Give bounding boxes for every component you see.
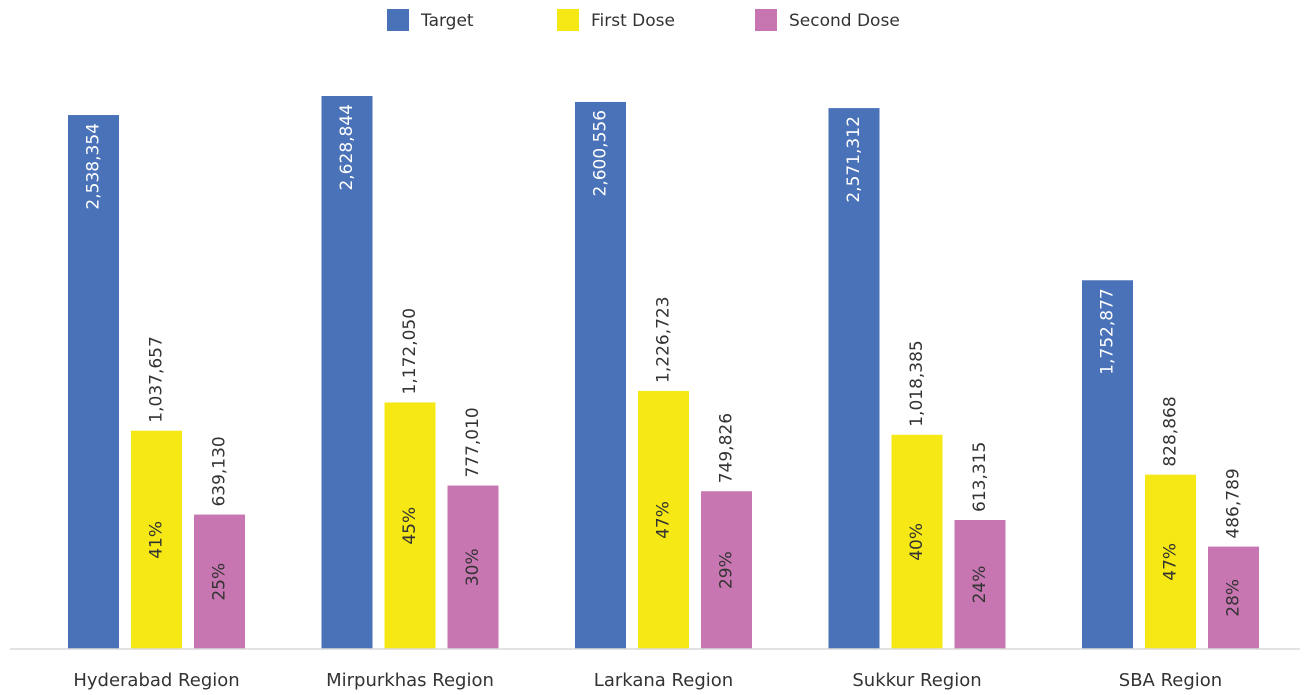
percent-label-second-dose: 30% xyxy=(463,548,483,586)
data-label-target: 2,628,844 xyxy=(337,104,357,191)
percent-label-second-dose: 29% xyxy=(717,551,737,589)
category-label: Mirpurkhas Region xyxy=(326,670,494,691)
bar-second-dose xyxy=(1208,546,1259,649)
legend-swatch-second-dose xyxy=(755,9,777,31)
data-label-second-dose: 613,315 xyxy=(970,442,990,512)
data-label-target: 2,571,312 xyxy=(844,116,864,203)
percent-label-first-dose: 45% xyxy=(400,507,420,545)
legend-label-target: Target xyxy=(420,11,474,31)
bar-target xyxy=(1082,280,1133,649)
bar-second-dose xyxy=(194,514,245,649)
bar-second-dose xyxy=(954,519,1006,649)
data-label-first-dose: 1,226,723 xyxy=(654,296,674,383)
percent-label-first-dose: 47% xyxy=(654,501,674,539)
bar-second-dose xyxy=(701,491,752,649)
bars: 2,538,354 1,037,657 41% 639,130 25% 2,628,844… xyxy=(68,96,1259,650)
percent-label-second-dose: 24% xyxy=(970,566,990,604)
data-label-first-dose: 1,018,385 xyxy=(907,340,927,427)
bar-target xyxy=(828,108,880,650)
category-label: Sukkur Region xyxy=(852,670,981,691)
bar-target xyxy=(321,96,373,649)
data-label-first-dose: 828,868 xyxy=(1161,396,1181,466)
data-label-second-dose: 777,010 xyxy=(463,407,483,477)
category-label: SBA Region xyxy=(1119,670,1222,691)
bar-second-dose xyxy=(447,485,499,649)
data-label-second-dose: 639,130 xyxy=(210,436,230,506)
data-label-target: 2,600,556 xyxy=(591,110,611,197)
category-labels: Hyderabad Region Mirpurkhas Region Larkana… xyxy=(73,670,1222,691)
legend: Target First Dose Second Dose xyxy=(387,9,900,31)
legend-swatch-target xyxy=(387,9,409,31)
percent-label-first-dose: 47% xyxy=(1161,543,1181,581)
data-label-target: 2,538,354 xyxy=(84,123,104,210)
legend-label-second-dose: Second Dose xyxy=(789,11,900,31)
data-label-first-dose: 1,037,657 xyxy=(147,336,167,423)
bar-first-dose xyxy=(891,434,943,649)
percent-label-first-dose: 40% xyxy=(907,523,927,561)
bar-first-dose xyxy=(1145,474,1196,649)
percent-label-second-dose: 25% xyxy=(210,563,230,601)
data-label-target: 1,752,877 xyxy=(1098,288,1118,375)
data-label-second-dose: 486,789 xyxy=(1224,468,1244,538)
data-label-second-dose: 749,826 xyxy=(717,413,737,483)
category-label: Hyderabad Region xyxy=(73,670,239,691)
legend-label-first-dose: First Dose xyxy=(591,11,675,31)
bar-target xyxy=(68,115,119,649)
category-label: Larkana Region xyxy=(594,670,733,691)
bar-first-dose xyxy=(638,390,689,649)
bar-target xyxy=(575,101,626,649)
bar-first-dose xyxy=(131,430,182,649)
percent-label-second-dose: 28% xyxy=(1224,579,1244,617)
bar-first-dose xyxy=(384,402,436,649)
percent-label-first-dose: 41% xyxy=(147,521,167,559)
legend-swatch-first-dose xyxy=(557,9,579,31)
data-label-first-dose: 1,172,050 xyxy=(400,308,420,395)
